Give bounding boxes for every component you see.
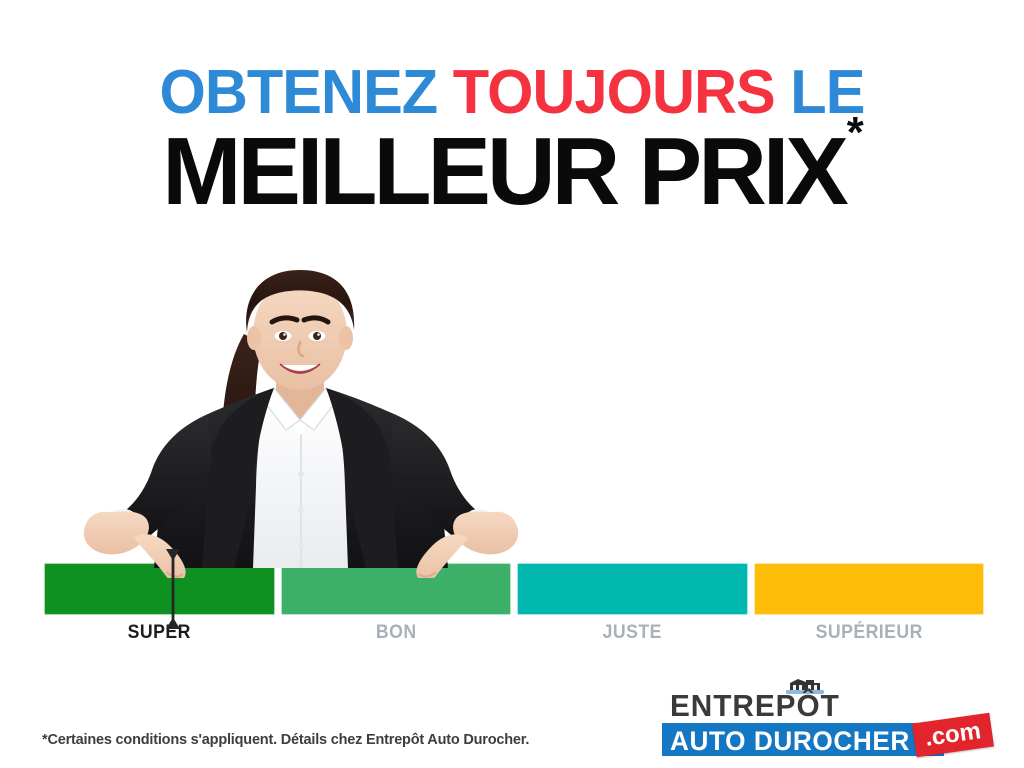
rating-bar xyxy=(44,563,984,615)
rating-segment-superieur[interactable] xyxy=(753,563,984,615)
headline-word-obtenez: OBTENEZ xyxy=(159,58,453,127)
rating-label-superieur: SUPÉRIEUR xyxy=(815,622,923,643)
headline-word-toujours: TOUJOURS xyxy=(452,58,791,127)
warehouse-building-icon xyxy=(784,676,826,696)
headline-word-le: LE xyxy=(790,58,865,127)
rating-segment-super[interactable] xyxy=(44,563,275,615)
footnote-disclaimer: *Certaines conditions s'appliquent. Déta… xyxy=(42,732,530,748)
logo-blue-bar xyxy=(662,723,944,756)
rating-label-super: SUPER xyxy=(127,622,191,643)
rating-label-juste: JUSTE xyxy=(602,622,662,643)
brand-logo[interactable]: ENTREPÔT AUTO DUROCHER .com xyxy=(662,676,994,758)
headline-asterisk: * xyxy=(846,108,864,157)
hero-person-image xyxy=(48,238,548,578)
rating-segment-bon[interactable] xyxy=(280,563,511,615)
logo-dotcom-text: .com xyxy=(923,717,983,752)
headline-block: OBTENEZ TOUJOURS LE MEILLEUR PRIX* xyxy=(0,60,1024,220)
headline-word-meilleur-prix: MEILLEUR PRIX xyxy=(162,118,848,225)
rating-segment-juste[interactable] xyxy=(517,563,748,615)
logo-text-auto-durocher: AUTO DUROCHER xyxy=(670,726,910,756)
rating-marker-icon xyxy=(165,548,181,630)
rating-label-bon: BON xyxy=(375,622,417,643)
headline-line-2: MEILLEUR PRIX* xyxy=(5,111,1019,220)
headline-line-1: OBTENEZ TOUJOURS LE xyxy=(20,60,1003,126)
rating-bar-labels: SUPER BON JUSTE SUPÉRIEUR xyxy=(44,622,984,648)
logo-text-entrepot: ENTREPÔT xyxy=(670,688,840,723)
logo-dotcom-tag: .com xyxy=(912,712,994,758)
